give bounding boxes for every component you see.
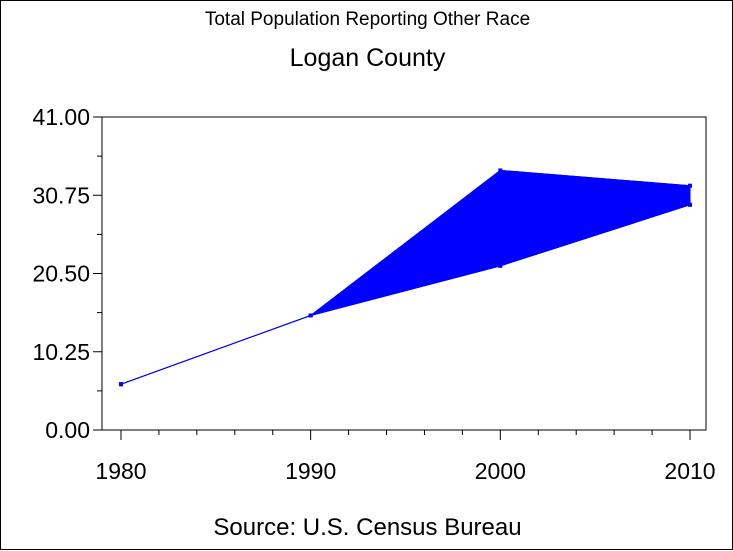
y-tick-label: 10.25 xyxy=(32,339,90,365)
series-line-2 xyxy=(120,204,691,385)
x-tick-label: 1980 xyxy=(95,458,146,484)
data-point xyxy=(688,183,692,188)
y-tick-label: 0.00 xyxy=(45,417,90,443)
data-point xyxy=(498,263,503,268)
data-point xyxy=(498,168,503,173)
data-point xyxy=(688,202,692,207)
chart-title: Total Population Reporting Other Race xyxy=(204,9,531,30)
chart-footnote: Source: U.S. Census Bureau xyxy=(213,514,522,541)
range-band-area xyxy=(120,169,691,385)
data-point xyxy=(119,382,123,387)
x-tick-label: 2000 xyxy=(475,458,526,484)
x-tick-label: 1990 xyxy=(285,458,336,484)
y-tick-label: 20.50 xyxy=(32,261,90,287)
y-tick-label: 41.00 xyxy=(32,104,90,130)
y-tick-label: 30.75 xyxy=(32,182,90,208)
data-point xyxy=(308,313,313,318)
x-tick-label: 2010 xyxy=(664,458,715,484)
chart-subtitle: Logan County xyxy=(289,44,446,72)
